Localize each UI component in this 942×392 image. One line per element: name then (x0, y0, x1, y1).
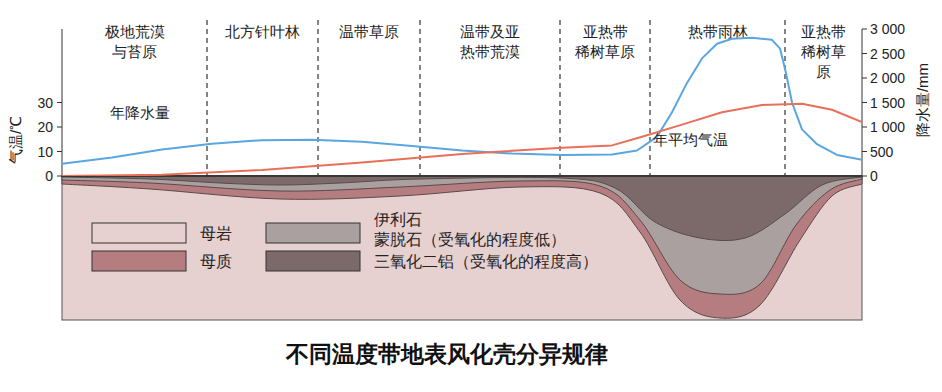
y2-tick (862, 29, 867, 30)
parent-material (62, 176, 862, 318)
legend-label: 三氧化二铝（受氧化的程度高） (374, 253, 598, 270)
y-tick (57, 151, 62, 152)
y-tick-label: 20 (37, 119, 53, 135)
zone-divider (206, 20, 207, 176)
zone-label: 极地荒漠 (104, 23, 165, 40)
legend-swatch (92, 223, 186, 243)
zone-label: 稀树草 (801, 43, 846, 60)
y-tick (57, 127, 62, 128)
y2-tick-label: 1 500 (870, 95, 905, 111)
illite-layer (62, 176, 862, 294)
zone-divider (649, 20, 650, 176)
zone-label: 与苔原 (112, 43, 157, 60)
y2-tick (862, 176, 867, 177)
plot-area (62, 38, 862, 176)
zone-label: 北方针叶林 (225, 23, 300, 40)
y-tick-label: 10 (37, 144, 53, 160)
ground-line (62, 175, 862, 177)
legend-label: 蒙脱石（受氧化的程度低） (374, 231, 566, 248)
y2-tick-label: 3 000 (870, 21, 905, 37)
series-label: 年降水量 (110, 104, 170, 121)
y-tick-label: 0 (45, 168, 53, 184)
y2-tick-label: 2 000 (870, 70, 905, 86)
legend-swatch (266, 251, 360, 271)
legend-label: 伊利石 (374, 211, 422, 228)
zone-label: 稀树草原 (575, 43, 635, 60)
y2-tick (862, 151, 867, 152)
zone-divider (419, 20, 420, 176)
zone-label: 原 (816, 63, 831, 80)
legend-label: 母质 (200, 253, 232, 270)
chart: 母岩母质 伊利石蒙脱石（受氧化的程度低） 三氧化二铝（受氧化的程度高） 极地荒漠与苔原… (0, 0, 942, 392)
y2-axis-label: 降水量/mm (914, 63, 931, 137)
y2-tick (862, 53, 867, 54)
zone-divider (559, 20, 560, 176)
y2-tick (862, 78, 867, 79)
y-tick (57, 176, 62, 177)
y-tick (57, 102, 62, 103)
zone-label: 亚热带 (801, 23, 846, 40)
zone-label: 热带荒漠 (460, 43, 520, 60)
legend-label: 母岩 (200, 225, 232, 242)
zone-label: 温带及亚 (460, 23, 520, 40)
x-axis (62, 176, 862, 177)
legend-swatch (92, 251, 186, 271)
y2-tick-label: 1 000 (870, 119, 905, 135)
zone-label: 亚热带 (583, 23, 628, 40)
y2-tick-label: 2 500 (870, 46, 905, 62)
zone-label: 热带雨林 (688, 23, 748, 40)
y2-tick-label: 500 (870, 144, 894, 160)
y-tick-label: 30 (37, 95, 53, 111)
series-line (62, 104, 862, 176)
title: 不同温度带地表风化壳分异规律 (285, 340, 608, 367)
series-label: 年平均气温 (653, 131, 728, 148)
zone-label: 温带草原 (339, 23, 399, 40)
y2-tick (862, 127, 867, 128)
series-line (62, 38, 862, 164)
y2-tick (862, 102, 867, 103)
legend-swatch (266, 223, 360, 243)
mother-rock (62, 176, 862, 320)
zone-divider (317, 20, 318, 176)
y-axis-label: 气温/℃ (7, 116, 24, 164)
zone-divider (784, 20, 785, 176)
y2-tick-label: 0 (870, 168, 878, 184)
